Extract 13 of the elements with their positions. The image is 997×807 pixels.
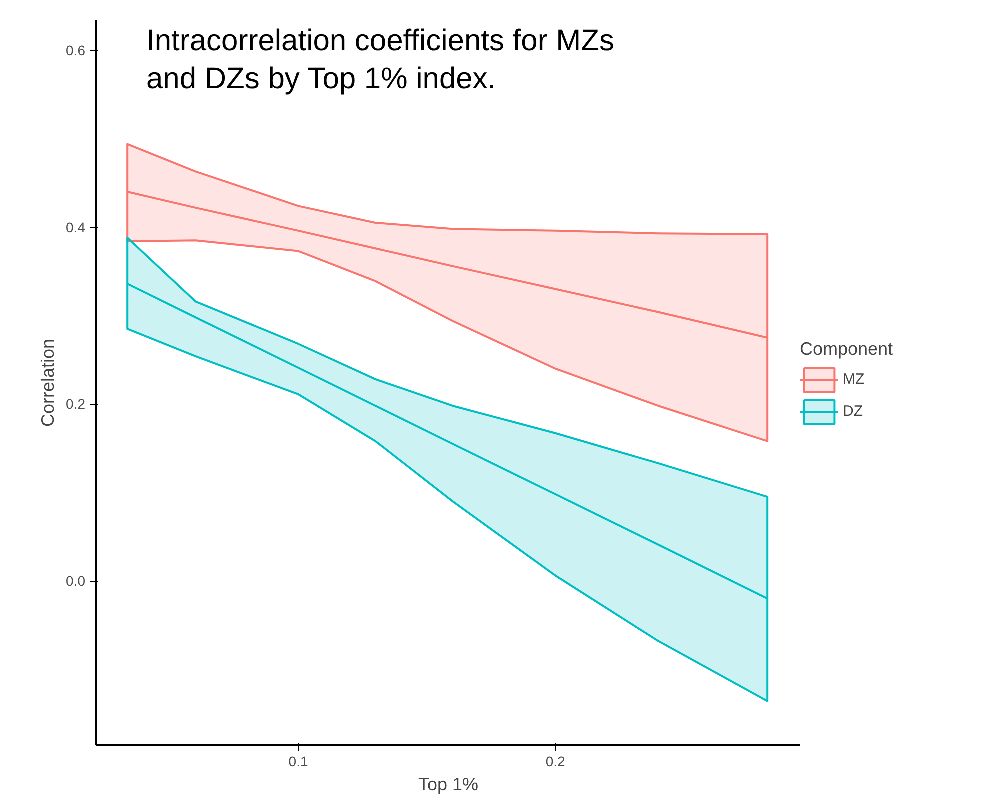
y-tick-label: 0.6 (66, 42, 86, 59)
legend-label: DZ (843, 403, 863, 420)
y-tick-label: 0.4 (66, 219, 86, 236)
y-axis-title: Correlation (38, 338, 58, 428)
y-tick-label: 0.0 (66, 573, 86, 590)
x-axis-title: Top 1% (418, 774, 479, 794)
legend-label: MZ (843, 371, 865, 388)
text: Intracorrelation coefficients for MZs and DZs by Top 1% index. (146, 24, 614, 96)
x-tick-label: 0.1 (288, 754, 308, 770)
line-series (126, 191, 769, 339)
y-tick-label: 0.2 (66, 396, 86, 412)
line-series (126, 282, 769, 600)
legend-title: Component (800, 338, 894, 360)
